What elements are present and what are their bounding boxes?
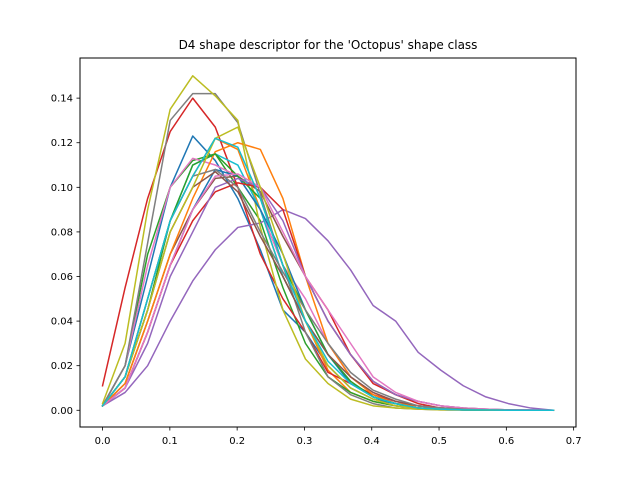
y-tick-label: 0.12 [51,138,73,149]
series-layer [101,75,555,412]
y-tick-label: 0.04 [51,317,73,328]
series-line-5 [101,208,555,412]
y-tick-label: 0.14 [51,94,73,105]
y-tick-label: 0.00 [51,406,73,417]
series-line-20 [101,137,555,412]
y-tick-label: 0.02 [51,361,73,372]
y-tick-label: 0.08 [51,227,73,238]
x-tick-label: 0.0 [95,436,111,447]
x-tick-label: 0.5 [431,436,447,447]
chart-title: D4 shape descriptor for the 'Octopus' sh… [179,38,478,52]
x-tick-label: 0.6 [498,436,514,447]
x-tick-label: 0.3 [296,436,312,447]
y-axis: 0.00 0.02 0.04 0.06 0.08 0.10 0.12 0.14 [51,94,80,417]
x-axis: 0.0 0.1 0.2 0.3 0.4 0.5 0.6 0.7 [95,427,582,447]
y-tick-label: 0.06 [51,272,73,283]
x-tick-label: 0.7 [566,436,582,447]
x-tick-label: 0.4 [364,436,380,447]
series-line-17 [101,173,555,412]
x-tick-label: 0.1 [162,436,178,447]
x-tick-label: 0.2 [229,436,245,447]
axes-frame [79,57,577,428]
y-tick-label: 0.10 [51,183,73,194]
